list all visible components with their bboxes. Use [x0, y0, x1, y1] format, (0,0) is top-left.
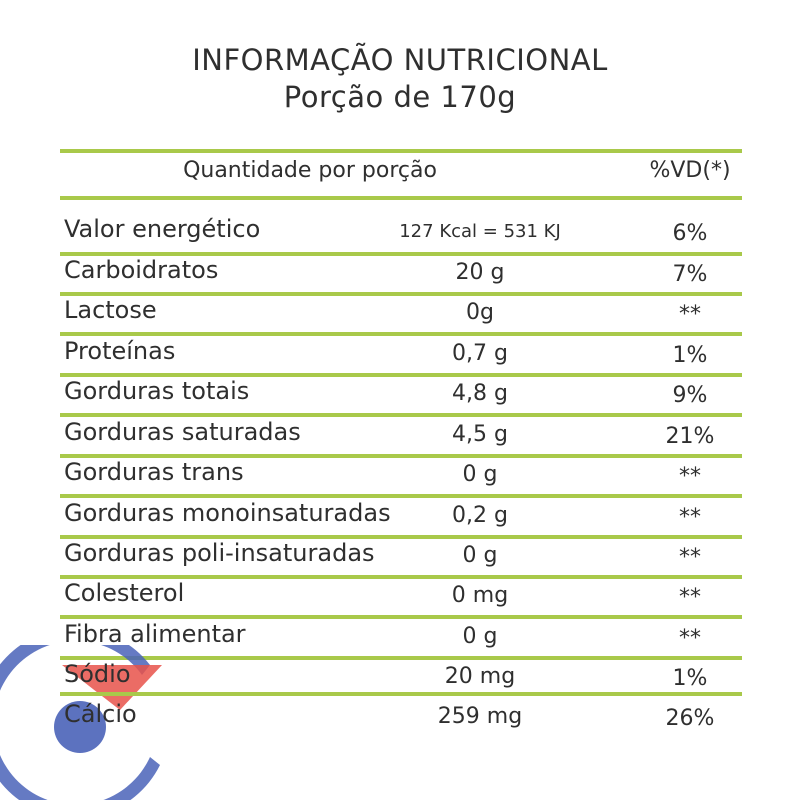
table-row: Gorduras saturadas 4,5 g 21%: [60, 415, 742, 455]
nutrient-daily-value: 1%: [672, 666, 708, 691]
row-divider: [60, 252, 742, 256]
row-divider: [60, 535, 742, 539]
table-row: Lactose 0g **: [60, 293, 742, 333]
nutrient-amount: 127 Kcal = 531 KJ: [399, 221, 561, 242]
nutrient-daily-value: 7%: [672, 262, 708, 287]
nutrient-amount: 0,7 g: [452, 341, 508, 366]
table-row: Cálcio 259 mg 26%: [60, 697, 742, 737]
nutrient-amount: 0 g: [462, 543, 498, 568]
nutrient-name: Carboidratos: [64, 256, 219, 284]
row-divider: [60, 454, 742, 458]
row-divider: [60, 332, 742, 336]
nutrient-amount: 0,2 g: [452, 503, 508, 528]
nutrient-daily-value: **: [679, 626, 701, 651]
nutrient-name: Gorduras totais: [64, 377, 250, 405]
nutrient-name: Gorduras poli-insaturadas: [64, 539, 375, 567]
nutrient-amount: 259 mg: [437, 704, 523, 729]
row-divider: [60, 692, 742, 696]
nutrient-daily-value: 1%: [672, 343, 708, 368]
nutrient-daily-value: 6%: [672, 221, 708, 246]
nutrient-name: Gorduras saturadas: [64, 418, 301, 446]
nutrient-name: Fibra alimentar: [64, 620, 246, 648]
serving-size: Porção de 170g: [283, 80, 517, 114]
row-divider: [60, 292, 742, 296]
nutrient-daily-value: 9%: [672, 383, 708, 408]
nutrient-name: Colesterol: [64, 579, 185, 607]
column-header-quantity: Quantidade por porção: [183, 158, 437, 183]
table-row: Colesterol 0 mg **: [60, 576, 742, 616]
row-divider: [60, 373, 742, 377]
row-divider: [60, 575, 742, 579]
nutrient-daily-value: **: [679, 585, 701, 610]
row-divider: [60, 615, 742, 619]
row-divider: [60, 413, 742, 417]
nutrient-name: Gorduras monoinsaturadas: [64, 499, 391, 527]
nutrient-amount: 0 mg: [451, 583, 509, 608]
nutrient-amount: 4,5 g: [452, 422, 508, 447]
panel-title: INFORMAÇÃO NUTRICIONAL: [192, 43, 608, 77]
nutrient-name: Cálcio: [64, 700, 137, 728]
nutrient-name: Gorduras trans: [64, 458, 244, 486]
table-row: Gorduras trans 0 g **: [60, 455, 742, 495]
table-row: Proteínas 0,7 g 1%: [60, 334, 742, 374]
nutrient-amount: 0 g: [462, 462, 498, 487]
nutrient-daily-value: **: [679, 464, 701, 489]
row-divider: [60, 494, 742, 498]
nutrient-daily-value: **: [679, 545, 701, 570]
table-row: Gorduras poli-insaturadas 0 g **: [60, 536, 742, 576]
table-row: Carboidratos 20 g 7%: [60, 253, 742, 293]
nutrient-daily-value: **: [679, 505, 701, 530]
divider-top: [60, 149, 742, 153]
table-row: Fibra alimentar 0 g **: [60, 617, 742, 657]
nutrient-amount: 4,8 g: [452, 381, 508, 406]
nutrient-name: Proteínas: [64, 337, 176, 365]
nutrient-amount: 20 g: [455, 260, 505, 285]
nutrient-daily-value: **: [679, 302, 701, 327]
nutrient-amount: 0g: [466, 300, 494, 325]
table-row: Gorduras totais 4,8 g 9%: [60, 374, 742, 414]
nutrient-name: Sódio: [64, 660, 131, 688]
divider-header: [60, 196, 742, 200]
column-header-daily-value: %VD(*): [649, 158, 731, 183]
table-row: Valor energético 127 Kcal = 531 KJ 6%: [60, 212, 742, 252]
table-row: Gorduras monoinsaturadas 0,2 g **: [60, 496, 742, 536]
nutrient-amount: 0 g: [462, 624, 498, 649]
table-row: Sódio 20 mg 1%: [60, 657, 742, 697]
nutrient-name: Lactose: [64, 296, 157, 324]
row-divider: [60, 656, 742, 660]
nutrient-name: Valor energético: [64, 215, 261, 243]
nutrient-daily-value: 21%: [665, 424, 715, 449]
nutrient-amount: 20 mg: [444, 664, 516, 689]
nutrient-daily-value: 26%: [665, 706, 715, 731]
